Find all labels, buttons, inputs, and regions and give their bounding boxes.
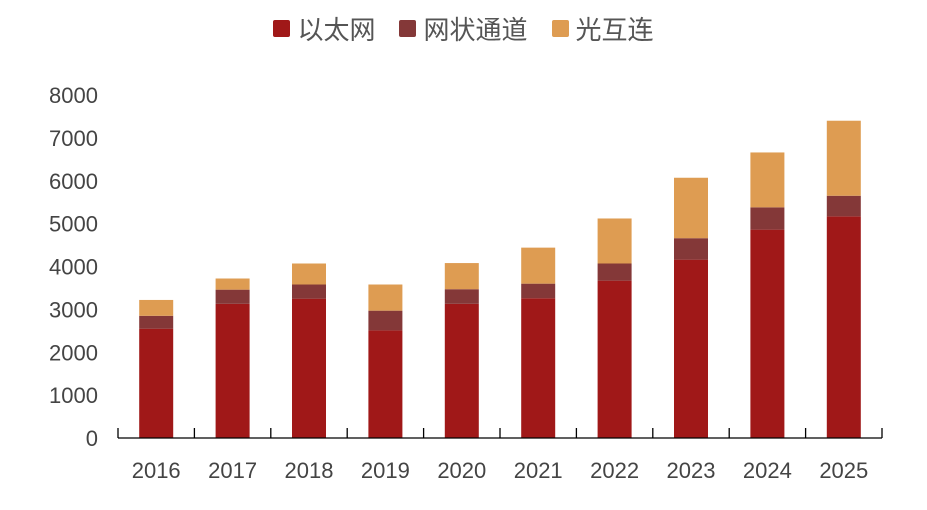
bar-segment-2018-2 (292, 263, 326, 285)
x-tick-label: 2021 (514, 458, 563, 483)
y-tick-label: 8000 (49, 83, 98, 108)
bar-segment-2024-0 (750, 229, 785, 438)
legend-item-ethernet: 以太网 (273, 10, 375, 47)
legend-item-mesh-channel: 网状通道 (399, 10, 528, 47)
y-tick-label: 0 (86, 426, 98, 451)
y-tick-label: 2000 (49, 340, 98, 365)
y-tick-label: 5000 (49, 212, 98, 237)
y-tick-label: 4000 (49, 255, 98, 280)
legend-item-optical-interconnect: 光互连 (551, 10, 654, 47)
y-tick-label: 7000 (49, 126, 98, 151)
bar-segment-2025-2 (826, 120, 861, 196)
legend: 以太网 网状通道 光互连 (0, 10, 927, 47)
bar-segment-2023-1 (674, 238, 708, 260)
y-tick-label: 1000 (49, 383, 98, 408)
x-tick-label: 2018 (285, 458, 334, 483)
bar-segment-2024-2 (750, 152, 785, 208)
bar-segment-2025-0 (826, 216, 861, 438)
x-tick-label: 2024 (743, 458, 792, 483)
x-tick-label: 2017 (208, 458, 257, 483)
bar-segment-2021-2 (521, 247, 556, 284)
bar-segment-2023-2 (674, 177, 708, 239)
legend-label: 光互连 (575, 16, 654, 46)
bar-segment-2019-1 (368, 310, 403, 331)
legend-swatch (399, 20, 417, 37)
bar-segment-2017-2 (215, 278, 250, 290)
x-tick-label: 2020 (437, 458, 486, 483)
legend-swatch (551, 20, 569, 37)
bar-segment-2017-1 (215, 289, 250, 304)
bar-segment-2020-0 (444, 303, 479, 438)
bar-segment-2016-1 (139, 315, 174, 329)
x-tick-label: 2023 (667, 458, 716, 483)
x-tick-label: 2022 (590, 458, 639, 483)
bar-segment-2023-0 (674, 259, 708, 438)
x-tick-label: 2016 (132, 458, 181, 483)
x-tick-label: 2025 (819, 458, 868, 483)
legend-swatch (273, 20, 291, 37)
bar-segment-2018-0 (292, 298, 326, 438)
bar-segment-2021-0 (521, 298, 556, 438)
bar-segment-2016-2 (139, 299, 174, 316)
legend-label: 网状通道 (423, 16, 528, 46)
bar-segment-2021-1 (521, 283, 556, 299)
bar-segment-2019-2 (368, 284, 403, 311)
bar-segment-2025-1 (826, 195, 861, 217)
bar-segment-2022-0 (597, 280, 632, 438)
bar-segment-2024-1 (750, 207, 785, 230)
bar-segment-2019-0 (368, 330, 403, 438)
y-tick-label: 3000 (49, 297, 98, 322)
bar-segment-2022-2 (597, 218, 632, 264)
bar-segment-2016-0 (139, 328, 174, 438)
bar-segment-2022-1 (597, 263, 632, 281)
bar-segment-2017-0 (215, 303, 250, 438)
bar-segment-2020-1 (444, 289, 479, 304)
y-tick-label: 6000 (49, 169, 98, 194)
bar-segment-2018-1 (292, 284, 326, 299)
bar-segment-2020-2 (444, 263, 479, 290)
x-tick-label: 2019 (361, 458, 410, 483)
legend-label: 以太网 (297, 16, 376, 46)
